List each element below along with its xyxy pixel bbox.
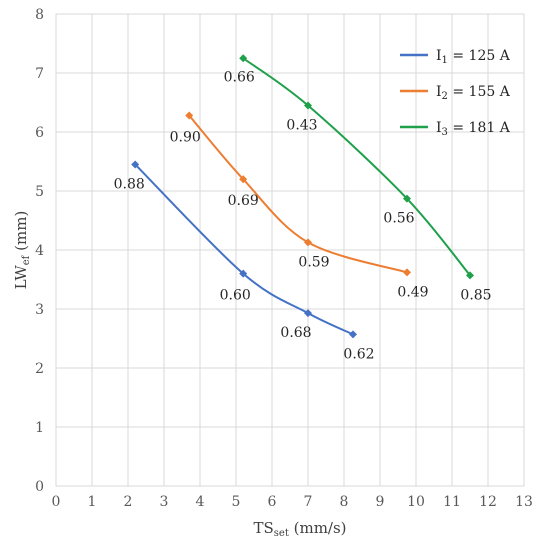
x-tick-label: 4: [196, 494, 205, 510]
x-tick-label: 3: [160, 494, 169, 510]
y-tick-label: 2: [35, 361, 44, 377]
legend-label-3: I3 = 181 A: [436, 120, 511, 138]
data-point: [239, 54, 248, 63]
y-tick-label: 4: [35, 243, 44, 259]
y-tick-label: 8: [35, 7, 44, 23]
legend-label-1: I1 = 125 A: [436, 48, 511, 66]
x-tick-label: 9: [376, 494, 385, 510]
data-label: 0.49: [397, 284, 428, 300]
x-tick-label: 8: [340, 494, 349, 510]
x-tick-label: 2: [124, 494, 133, 510]
data-point: [239, 269, 248, 278]
grid: [55, 13, 525, 487]
data-label: 0.62: [343, 346, 374, 362]
data-label: 0.43: [286, 117, 317, 133]
legend: I1 = 125 A I2 = 155 A I3 = 181 A: [400, 48, 511, 138]
series-line-3: [242, 57, 471, 277]
data-point: [403, 194, 411, 203]
data-point: [304, 309, 312, 318]
x-tick-label: 7: [304, 494, 313, 510]
data-point: [185, 111, 194, 120]
data-label: 0.69: [228, 193, 259, 209]
data-point: [304, 101, 312, 110]
legend-label-2: I2 = 155 A: [436, 84, 511, 102]
data-label: 0.60: [220, 288, 251, 304]
series-line-2: [188, 114, 408, 274]
data-point: [131, 160, 140, 169]
x-tick-label: 0: [52, 494, 61, 510]
y-tick-label: 0: [35, 479, 44, 495]
y-tick-label: 1: [35, 420, 44, 436]
y-tick-label: 5: [35, 184, 44, 200]
data-labels: 0.88 0.60 0.68 0.62 0.90 0.69 0.59 0.49 0.66 0.43…: [114, 69, 492, 362]
series-layer: [131, 54, 474, 339]
data-point: [349, 330, 357, 339]
x-tick-label: 11: [443, 494, 461, 510]
data-point: [466, 271, 474, 280]
x-tick-label: 10: [407, 494, 425, 510]
y-tick-label: 3: [35, 302, 44, 318]
data-point: [304, 238, 312, 247]
data-point: [403, 268, 411, 277]
data-label: 0.90: [170, 129, 201, 145]
data-label: 0.85: [460, 287, 491, 303]
data-label: 0.88: [114, 176, 145, 192]
y-axis-title: LWef (mm): [12, 211, 32, 290]
x-axis-title: TSset (mm/s): [253, 519, 346, 539]
x-tick-label: 6: [268, 494, 277, 510]
x-tick-label: 12: [479, 494, 497, 510]
data-label: 0.66: [224, 69, 255, 85]
data-point: [239, 175, 248, 184]
data-label: 0.68: [280, 325, 311, 341]
series-line-1: [134, 163, 354, 336]
data-label: 0.56: [383, 211, 414, 227]
data-label: 0.59: [298, 254, 329, 270]
x-tick-label: 5: [232, 494, 241, 510]
y-tick-label: 6: [35, 125, 44, 141]
y-tick-label: 7: [35, 66, 44, 82]
x-tick-label: 1: [88, 494, 97, 510]
x-tick-label: 13: [515, 494, 533, 510]
